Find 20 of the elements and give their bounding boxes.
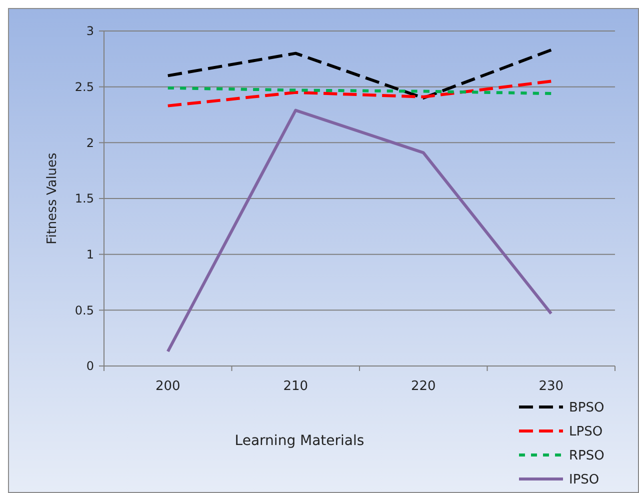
legend-label: LPSO: [569, 424, 603, 440]
x-tick-label: 220: [410, 379, 436, 394]
y-tick-label: 3: [86, 24, 94, 38]
y-tick-label: 1: [86, 248, 94, 262]
line-series: [166, 108, 553, 353]
x-tick-label: 230: [538, 379, 564, 394]
line-series: [166, 80, 553, 108]
legend-label: RPSO: [569, 448, 604, 464]
x-axis-title: Learning Materials: [234, 433, 364, 449]
y-tick-label: 1.5: [74, 192, 94, 206]
x-tick-label: 200: [155, 379, 180, 394]
line-series: [166, 48, 553, 100]
y-tick-label: 0: [86, 359, 94, 374]
legend-label: BPSO: [569, 400, 604, 416]
y-tick-label: 0.5: [74, 303, 94, 318]
x-tick-label: 210: [283, 379, 308, 394]
y-tick-label: 2: [86, 136, 94, 150]
y-axis-title: Fitness Values: [45, 152, 60, 244]
y-tick-label: 2.5: [74, 80, 94, 94]
legend-label: IPSO: [569, 472, 600, 488]
